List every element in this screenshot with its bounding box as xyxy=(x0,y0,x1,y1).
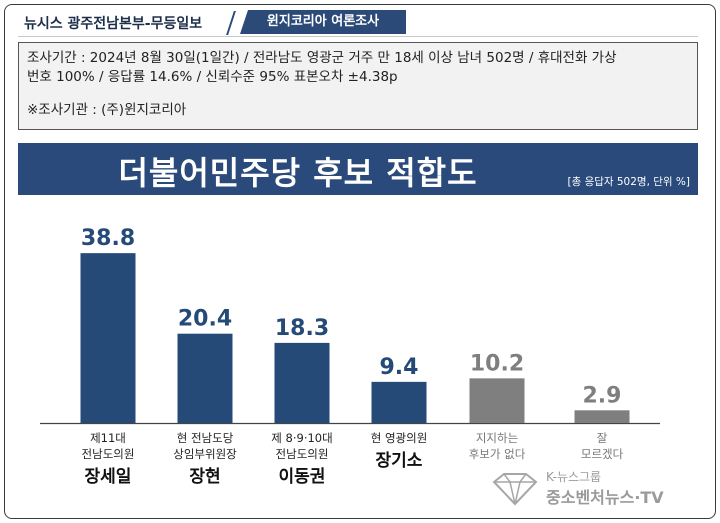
candidate-name-3: 장기소 xyxy=(376,451,423,471)
category-desc-1-3: 현 영광의원 xyxy=(371,431,428,445)
bar-value-label-1: 20.4 xyxy=(178,307,232,332)
chart-note: [총 응답자 502명, 단위 %] xyxy=(567,176,690,188)
news-source: 뉴시스 광주전남본부-무등일보 xyxy=(24,16,203,32)
watermark-top: K-뉴스그룹 xyxy=(546,470,602,484)
category-desc-2-4: 후보가 없다 xyxy=(469,447,526,461)
category-desc-2-1: 상임부위원장 xyxy=(173,447,237,461)
top-bar: 뉴시스 광주전남본부-무등일보 윈지코리아 여론조사 xyxy=(18,10,406,36)
bar-0 xyxy=(80,253,136,423)
category-desc-1-0: 제11대 xyxy=(90,431,126,445)
candidate-name-0: 장세일 xyxy=(85,467,132,487)
category-desc-1-1: 현 전남도당 xyxy=(177,431,234,445)
bar-4 xyxy=(469,378,525,423)
category-desc-1-5: 잘 xyxy=(597,431,608,445)
bar-value-label-4: 10.2 xyxy=(470,351,524,376)
category-desc-1-4: 지지하는 xyxy=(476,431,518,445)
bar-value-label-3: 9.4 xyxy=(380,355,419,380)
candidate-name-1: 장현 xyxy=(189,467,220,487)
bar-value-label-2: 18.3 xyxy=(275,316,329,341)
bar-2 xyxy=(274,342,330,423)
info-line-1: 조사기간 : 2024년 8월 30일(1일간) / 전라남도 영광군 거주 만… xyxy=(27,50,617,66)
category-desc-2-0: 전남도의원 xyxy=(82,447,135,461)
bar-value-label-0: 38.8 xyxy=(81,226,135,251)
candidate-name-2: 이동권 xyxy=(279,467,326,487)
chart-banner: 더불어민주당 후보 적합도 [총 응답자 502명, 단위 %] xyxy=(18,143,698,195)
category-desc-2-5: 모르겠다 xyxy=(581,447,624,461)
chart-title: 더불어민주당 후보 적합도 xyxy=(118,154,478,192)
bar-5 xyxy=(574,410,630,423)
survey-info: 조사기간 : 2024년 8월 30일(1일간) / 전라남도 영광군 거주 만… xyxy=(18,42,698,130)
watermark-bottom: 중소벤처뉴스·TV xyxy=(546,488,664,507)
category-desc-1-2: 제 8·9·10대 xyxy=(271,431,332,445)
bar-value-label-5: 2.9 xyxy=(583,383,622,408)
bar-3 xyxy=(371,381,427,423)
info-line-2: 번호 100% / 응답률 14.6% / 신뢰수준 95% 표본오차 ±4.3… xyxy=(27,69,398,85)
info-line-3: ※조사기관 : (주)윈지코리아 xyxy=(27,102,187,118)
pollster-tag: 윈지코리아 여론조사 xyxy=(240,10,406,34)
watermark: K-뉴스그룹 중소벤처뉴스·TV xyxy=(490,468,710,512)
divider xyxy=(18,36,698,37)
diamond-logo-icon xyxy=(492,473,538,506)
bar-1 xyxy=(177,333,233,423)
category-desc-2-2: 전남도의원 xyxy=(276,447,329,461)
